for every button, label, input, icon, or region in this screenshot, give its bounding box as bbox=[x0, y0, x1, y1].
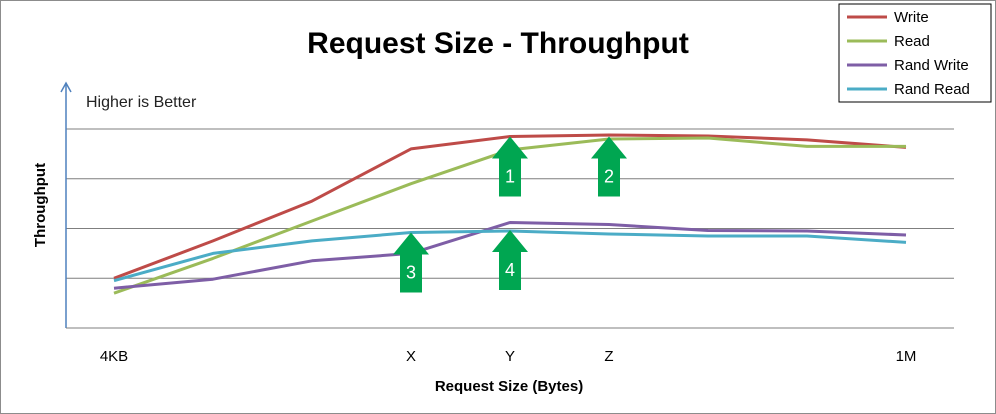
x-axis-title: Request Size (Bytes) bbox=[435, 378, 583, 395]
arrow-marker-1: 1 bbox=[492, 136, 528, 197]
arrow-marker-3: 3 bbox=[393, 232, 429, 293]
legend-item: Rand Write bbox=[847, 57, 969, 74]
y-axis-title: Throughput bbox=[32, 163, 49, 247]
x-tick-labels: 4KB X Y Z 1M bbox=[100, 348, 917, 365]
x-tick-label: 4KB bbox=[100, 348, 128, 365]
arrow-marker-label: 1 bbox=[505, 166, 515, 186]
arrow-marker-2: 2 bbox=[591, 136, 627, 197]
legend: Write Read Rand Write Rand Read bbox=[838, 3, 992, 103]
axes bbox=[60, 81, 954, 329]
y-axis-arrowhead bbox=[60, 81, 72, 93]
x-tick-label: 1M bbox=[896, 348, 917, 365]
up-arrow-icon bbox=[492, 136, 528, 197]
legend-label: Read bbox=[894, 33, 930, 50]
legend-label: Write bbox=[894, 9, 929, 26]
x-tick-label: X bbox=[406, 348, 416, 365]
arrow-markers: 1 2 3 4 bbox=[393, 136, 627, 293]
annotation-higher-is-better: Higher is Better bbox=[86, 94, 197, 111]
legend-item: Rand Read bbox=[847, 81, 970, 98]
legend-label: Rand Read bbox=[894, 81, 970, 98]
legend-box bbox=[838, 3, 992, 103]
up-arrow-icon bbox=[492, 229, 528, 290]
chart-title: Request Size - Throughput bbox=[307, 27, 689, 60]
legend-item: Read bbox=[847, 33, 930, 50]
x-tick-label: Z bbox=[604, 348, 613, 365]
legend-item: Write bbox=[847, 9, 929, 26]
arrow-marker-label: 2 bbox=[604, 166, 614, 186]
legend-label: Rand Write bbox=[894, 57, 969, 74]
x-tick-label: Y bbox=[505, 348, 515, 365]
up-arrow-icon bbox=[393, 232, 429, 293]
series-line-rand-write bbox=[113, 221, 907, 290]
up-arrow-icon bbox=[591, 136, 627, 197]
arrow-marker-4: 4 bbox=[492, 229, 528, 290]
arrow-marker-label: 4 bbox=[505, 260, 515, 280]
arrow-marker-label: 3 bbox=[406, 262, 416, 282]
